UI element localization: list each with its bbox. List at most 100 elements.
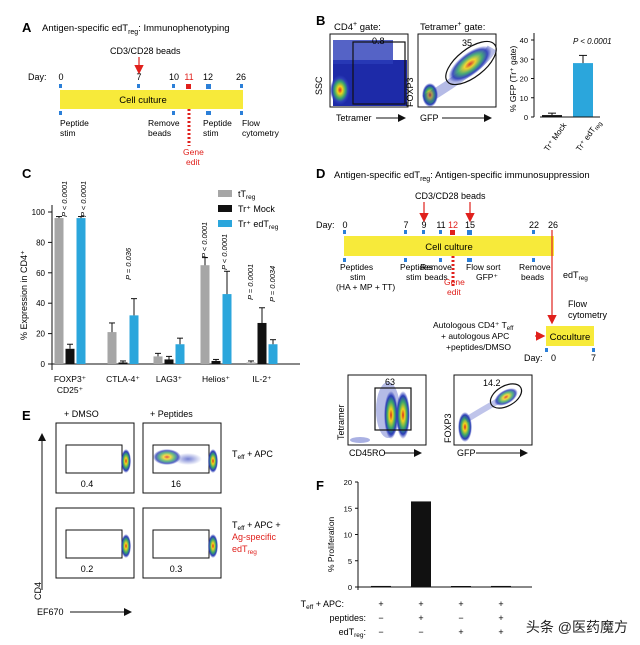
culture-label-a: Cell culture bbox=[119, 95, 167, 106]
culture-bar-a bbox=[60, 90, 243, 109]
step-d-peptides: Peptides bbox=[340, 262, 373, 272]
culture-label-d: Cell culture bbox=[425, 242, 473, 253]
e-val-2: 16 bbox=[171, 479, 181, 489]
day-d-12: 12 bbox=[448, 220, 458, 230]
chart-f-ytick-label: 20 bbox=[344, 478, 352, 487]
gate2-title: Tetramer+ gate: bbox=[420, 21, 485, 33]
chart-f-sign: − bbox=[378, 613, 383, 623]
chart-c-pvalue: P = 0.0001 bbox=[246, 264, 255, 300]
chart-b-ylabel: % GFP (Tr⁺ gate) bbox=[508, 45, 518, 112]
legend-swatch-ttreg bbox=[218, 190, 232, 197]
chart-b-cat-mock: Tr⁺ Mock bbox=[542, 120, 569, 153]
chart-c-legend: tTreg Tr⁺ Mock Tr⁺ edTreg bbox=[218, 189, 279, 231]
e-xlabel: EF670 bbox=[37, 607, 64, 617]
day-label-a: Day: bbox=[28, 72, 47, 82]
chart-c-pvalue: P < 0.0001 bbox=[60, 181, 69, 217]
cat-c-cd25: CD25⁺ bbox=[57, 385, 84, 395]
coculture-label: Coculture bbox=[550, 332, 591, 343]
panel-e: E + DMSO + Peptides 0.4 16 0.2 0.3 Teff … bbox=[22, 408, 281, 617]
gate-b1 bbox=[352, 41, 406, 105]
chart-c-ytick-label: 20 bbox=[36, 330, 45, 339]
chart-f-bar bbox=[451, 586, 471, 587]
beads-label-a: CD3/CD28 beads bbox=[110, 46, 181, 56]
edtreg-label-d: edTreg bbox=[563, 270, 588, 282]
co-day-7: 7 bbox=[591, 353, 596, 363]
chart-f-sign: + bbox=[378, 599, 383, 609]
step-a-cytometry: cytometry bbox=[242, 128, 280, 138]
chart-f-bar bbox=[371, 585, 391, 587]
chart-c-ylabel: % Expression in CD4⁺ bbox=[19, 250, 29, 340]
e-row2-label: Teff + APC + bbox=[232, 520, 281, 532]
facs-population-e bbox=[121, 534, 131, 558]
step-a-beads: beads bbox=[148, 128, 171, 138]
gfp-label-d: GFP bbox=[457, 448, 476, 458]
step-d-ha: (HA + MP + TT) bbox=[336, 282, 395, 292]
step-d-beads: beads bbox=[424, 272, 447, 282]
step-d-stim: stim bbox=[350, 272, 366, 282]
tetramer-label-b: Tetramer bbox=[336, 113, 372, 123]
gate-b2 bbox=[445, 40, 497, 86]
tetramer-label-d: Tetramer bbox=[336, 404, 346, 440]
panel-d-title: Antigen-specific edTreg: Antigen-specifi… bbox=[334, 170, 590, 183]
autologous-2: + autologous APC bbox=[441, 331, 509, 341]
chart-c-pvalue: P = 0.036 bbox=[124, 247, 133, 280]
chart-c-bar bbox=[65, 348, 75, 364]
chart-c-bar bbox=[211, 360, 221, 364]
panel-b: B CD4+ gate: Tetramer+ gate: 0.8 SSC Tet… bbox=[314, 13, 612, 153]
chart-c-bar bbox=[54, 218, 64, 364]
chart-f-sign: + bbox=[418, 613, 423, 623]
chart-c-ytick-label: 60 bbox=[36, 269, 45, 278]
step-a-flow: Flow bbox=[242, 118, 261, 128]
step-d-peptides2: Peptides bbox=[400, 262, 433, 272]
day-d-26: 26 bbox=[548, 220, 558, 230]
co-day-0: 0 bbox=[551, 353, 556, 363]
panel-a: A Antigen-specific edTreg: Immunophenoty… bbox=[22, 20, 280, 167]
gate-d1 bbox=[374, 387, 412, 431]
gate-d2 bbox=[489, 383, 523, 409]
chart-c-bar bbox=[257, 322, 267, 364]
chart-f-sign: + bbox=[458, 627, 463, 637]
day-a-7: 7 bbox=[136, 72, 141, 82]
coculture-box bbox=[546, 326, 594, 346]
chart-c-bar bbox=[76, 218, 86, 364]
legend-swatch-mock bbox=[218, 205, 232, 212]
chart-c-ytick-label: 100 bbox=[32, 208, 46, 217]
day-label-d: Day: bbox=[316, 220, 335, 230]
autologous-1: Autologous CD4⁺ Teff bbox=[433, 320, 514, 332]
facs-proliferated-e bbox=[153, 449, 181, 465]
panel-a-letter: A bbox=[22, 20, 32, 35]
chart-b-pvalue: P < 0.0001 bbox=[573, 37, 612, 46]
day-a-11: 11 bbox=[184, 72, 193, 82]
chart-b-ytick-label: 40 bbox=[520, 36, 528, 45]
f-row-edtreg: edTreg: bbox=[339, 627, 366, 639]
chart-c-bar bbox=[107, 332, 117, 364]
chart-c-ytick-label: 40 bbox=[36, 299, 45, 308]
day-d-15: 15 bbox=[465, 220, 475, 230]
e-row2-red2: edTreg bbox=[232, 544, 257, 556]
beads-label-d: CD3/CD28 beads bbox=[415, 191, 486, 201]
panel-a-title: Antigen-specific edTreg: Immunophenotypi… bbox=[42, 23, 230, 36]
gate2-value: 35 bbox=[462, 38, 472, 48]
chart-f-sign: − bbox=[418, 627, 423, 637]
flow-label-d-1: Flow bbox=[568, 299, 588, 309]
chart-b-bar bbox=[573, 63, 593, 117]
panel-b-letter: B bbox=[316, 13, 325, 28]
chart-f-sign: + bbox=[498, 613, 503, 623]
day-a-12: 12 bbox=[203, 72, 213, 82]
legend-edtreg: Tr⁺ edTreg bbox=[238, 219, 279, 231]
chart-c-ytick-label: 80 bbox=[36, 238, 45, 247]
chart-f-bar bbox=[411, 501, 431, 587]
panel-c-letter: C bbox=[22, 166, 32, 181]
panel-e-letter: E bbox=[22, 408, 31, 423]
chart-c-bar bbox=[175, 344, 185, 364]
chart-f-sign: + bbox=[498, 627, 503, 637]
facs-population-e bbox=[121, 449, 131, 473]
panel-d: D Antigen-specific edTreg: Antigen-speci… bbox=[316, 166, 608, 458]
ssc-label: SSC bbox=[314, 76, 324, 95]
chart-c-pvalue: P < 0.0001 bbox=[220, 234, 229, 270]
day-a-26: 26 bbox=[236, 72, 246, 82]
foxp3-label-d: FOXP3 bbox=[443, 413, 453, 443]
flow-label-d-2: cytometry bbox=[568, 310, 608, 320]
gate1-title: CD4+ gate: bbox=[334, 21, 381, 33]
chart-c-bar bbox=[153, 356, 163, 364]
